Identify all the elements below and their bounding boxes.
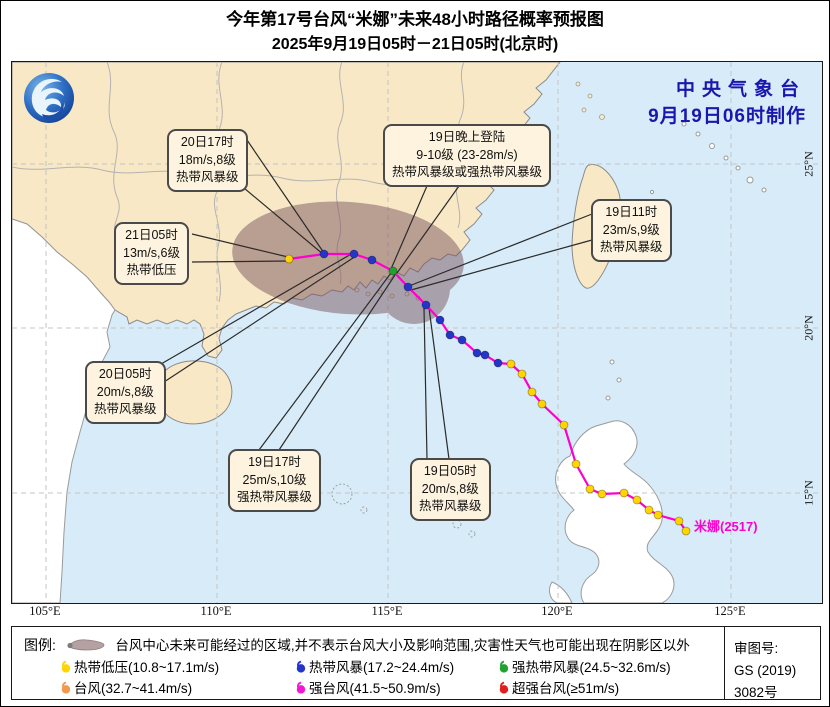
typhoon-marker-icon	[61, 681, 71, 694]
typhoon-track	[284, 249, 691, 536]
track-point-td	[537, 399, 547, 409]
legend-item-ty: 台风(32.7~41.4m/s)	[60, 677, 192, 697]
track-point-td	[644, 505, 654, 515]
small-islands	[605, 121, 767, 401]
track-point-ts	[493, 358, 503, 368]
vietnam-landmass	[12, 218, 116, 603]
annotation-leader-lines	[160, 139, 593, 460]
title-block: 今年第17号台风“米娜”未来48小时路径概率预报图 2025年9月19日05时－…	[1, 7, 829, 57]
annotation-box-19d17h: 19日17时 25m/s,10级 强热带风暴级	[228, 449, 322, 512]
track-point-td	[506, 359, 516, 369]
track-point-ts	[435, 315, 445, 325]
track-point-ts	[472, 348, 482, 358]
track-point-sts	[388, 266, 398, 276]
track-point-td	[597, 489, 607, 499]
track-point-ts	[421, 300, 431, 310]
annotation-box-19d11h: 19日11时 23m/s,9级 热带风暴级	[591, 199, 672, 262]
lat-label-25n: 25°N	[801, 151, 816, 177]
legend-item-td: 热带低压(10.8~17.1m/s)	[60, 656, 219, 676]
track-point-ts	[480, 350, 490, 360]
typhoon-marker-icon	[499, 681, 509, 694]
hainan-island	[158, 360, 233, 425]
lon-label-110e: 110°E	[200, 604, 232, 618]
track-point-td	[632, 495, 642, 505]
page-subtitle: 2025年9月19日05时－21日05时(北京时)	[271, 36, 559, 53]
legend-item-sts: 强热带风暴(24.5~32.6m/s)	[498, 656, 671, 676]
lon-label-115e: 115°E	[371, 604, 403, 618]
map-approval-number: 审图号: GS (2019) 3082号	[724, 627, 821, 700]
legend-caption: 图例:	[24, 637, 56, 653]
track-point-td	[559, 420, 569, 430]
typhoon-marker-icon	[499, 660, 509, 673]
legend-panel: 图例: 台风中心未来可能经过的区域,并不表示台风大小及影响范围,灾害性天气也可能…	[11, 626, 821, 700]
annotation-box-20d17h: 20日17时 18m/s,8级 热带风暴级	[167, 129, 248, 192]
lat-label-20n: 20°N	[801, 315, 816, 341]
annotation-box-21d05h: 21日05时 13m/s,6级 热带低压	[114, 222, 189, 285]
track-point-td	[527, 387, 537, 397]
page-title: 今年第17号台风“米娜”未来48小时路径概率预报图	[226, 10, 604, 29]
track-point-td	[517, 369, 527, 379]
track-point-ts	[349, 249, 359, 259]
track-point-ts	[367, 255, 377, 265]
cma-logo	[24, 73, 74, 123]
cone-icon	[67, 639, 105, 651]
track-point-td	[585, 484, 595, 494]
lon-label-125e: 125°E	[714, 604, 746, 618]
issue-time: 9月19日06时制作	[648, 106, 806, 127]
track-point-td	[674, 516, 684, 526]
track-point-td	[653, 510, 663, 520]
island-sw-luzon	[549, 581, 573, 603]
reef-outlines	[331, 483, 476, 538]
map-number-value: GS (2019) 3082号	[734, 663, 797, 700]
annotation-box-20d05h: 20日05时 20m/s,8级 热带风暴级	[85, 361, 166, 424]
typhoon-marker-icon	[61, 660, 71, 673]
track-point-td	[619, 488, 629, 498]
typhoon-marker-icon	[296, 660, 306, 673]
lat-label-15n: 15°N	[801, 480, 816, 506]
annotation-box-19d05h: 19日05时 20m/s,8级 热带风暴级	[410, 458, 491, 521]
storm-name-label: 米娜(2517)	[694, 519, 758, 534]
lon-label-120e: 120°E	[541, 604, 573, 618]
track-point-ts	[403, 282, 413, 292]
legend-item-superty: 超强台风(≥51m/s)	[498, 677, 619, 697]
watermark: 中央气象台 9月19日06时制作	[648, 74, 806, 128]
typhoon-marker-icon	[296, 681, 306, 694]
track-point-ts	[457, 335, 467, 345]
track-point-td	[284, 254, 294, 264]
map-number-label: 审图号:	[734, 641, 779, 656]
track-point-ts	[445, 330, 455, 340]
annotation-box-landfall: 19日晚上登陆 9-10级 (23-28m/s) 热带风暴级或强热带风暴级	[383, 124, 552, 187]
legend-item-ts: 热带风暴(17.2~24.4m/s)	[295, 656, 454, 676]
legend-item-sty: 强台风(41.5~50.9m/s)	[295, 677, 441, 697]
lon-label-105e: 105°E	[29, 604, 61, 618]
track-point-td	[681, 526, 691, 536]
track-point-td	[571, 459, 581, 469]
luzon-island	[555, 420, 675, 603]
track-point-ts	[319, 249, 329, 259]
legend-cone-text: 台风中心未来可能经过的区域,并不表示台风大小及影响范围,灾害性天气也可能出现在阴…	[115, 638, 690, 653]
agency-name: 中央气象台	[675, 79, 806, 100]
